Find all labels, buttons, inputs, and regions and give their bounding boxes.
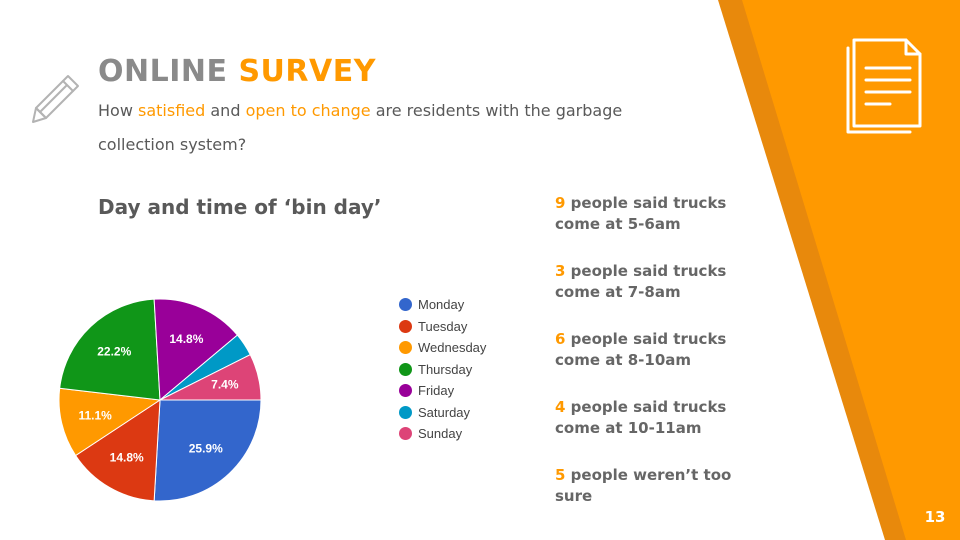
stat-text: people said trucks come at 10-11am [555,398,727,437]
subtitle-part-3: and [205,101,246,120]
pie-slice-monday [153,399,262,502]
slide-subtitle: How satisfied and open to change are res… [98,94,678,162]
title-part-2: SURVEY [238,54,376,89]
pie-slice-wednesday [58,387,162,457]
pie-label-wednesday: 11.1% [78,408,112,422]
legend-item-wednesday: Wednesday [399,337,486,359]
subtitle-part-1: How [98,101,138,120]
legend-label: Friday [418,383,455,399]
legend-item-tuesday: Tuesday [399,316,486,338]
legend-swatch [399,362,412,376]
subtitle-part-5: are residents with the garbage collectio… [98,101,623,154]
legend-swatch [399,384,412,398]
legend-label: Wednesday [418,340,487,356]
legend-item-monday: Monday [399,294,486,316]
chart-title: Day and time of ‘bin day’ [98,195,382,219]
legend-item-thursday: Thursday [399,359,486,381]
stat-number: 5 [555,466,566,484]
stat-number: 3 [555,262,566,280]
pie-label-thursday: 22.2% [97,345,131,359]
stat-number: 4 [555,398,566,416]
subtitle-highlight-satisfied: satisfied [138,101,206,120]
legend-swatch [399,341,412,355]
legend-item-sunday: Sunday [399,423,486,445]
stat-number: 9 [555,194,566,212]
band-main [742,0,960,540]
pie-label-friday: 14.8% [169,332,203,346]
title-part-1: ONLINE [98,54,239,89]
legend-swatch [399,427,412,441]
page-number: 13 [924,508,946,526]
stat-text: people said trucks come at 5-6am [555,194,727,233]
legend-label: Tuesday [418,318,468,334]
stats-list: 9 people said trucks come at 5-6am 3 peop… [555,193,745,533]
legend-label: Monday [418,297,465,313]
pencil-icon [32,75,79,123]
legend-label: Thursday [418,361,473,377]
stat-item: 9 people said trucks come at 5-6am [555,193,745,261]
stat-text: people said trucks come at 7-8am [555,262,727,301]
stat-text: people weren’t too sure [555,466,732,505]
pie-label-monday: 25.9% [189,441,223,455]
subtitle-highlight-open-to-change: open to change [245,101,371,120]
pie-slice-sunday [159,353,262,401]
legend-label: Sunday [418,426,463,442]
legend-item-friday: Friday [399,380,486,402]
pie-slice-tuesday [74,399,161,502]
chart-legend: Monday Tuesday Wednesday Thursday Friday Satu… [399,294,486,445]
stat-text: people said trucks come at 8-10am [555,330,727,369]
stat-item: 4 people said trucks come at 10-11am [555,397,745,465]
legend-swatch [399,319,412,333]
stat-item: 5 people weren’t too sure [555,465,745,533]
slide-title: ONLINE SURVEY [98,54,376,89]
pie-slice-thursday [59,298,161,401]
legend-label: Saturday [418,404,471,420]
legend-swatch [399,298,412,312]
stat-item: 3 people said trucks come at 7-8am [555,261,745,329]
legend-swatch [399,405,412,419]
stat-number: 6 [555,330,566,348]
legend-item-saturday: Saturday [399,402,486,424]
stat-item: 6 people said trucks come at 8-10am [555,329,745,397]
document-icon [846,38,922,134]
pie-label-tuesday: 14.8% [110,451,144,465]
pie-label-sunday: 7.4% [211,378,239,392]
pie-chart: 25.9% 14.8% 11.1% 22.2% 14.8% 7.4% [58,298,262,502]
pie-slice-friday [153,298,239,402]
